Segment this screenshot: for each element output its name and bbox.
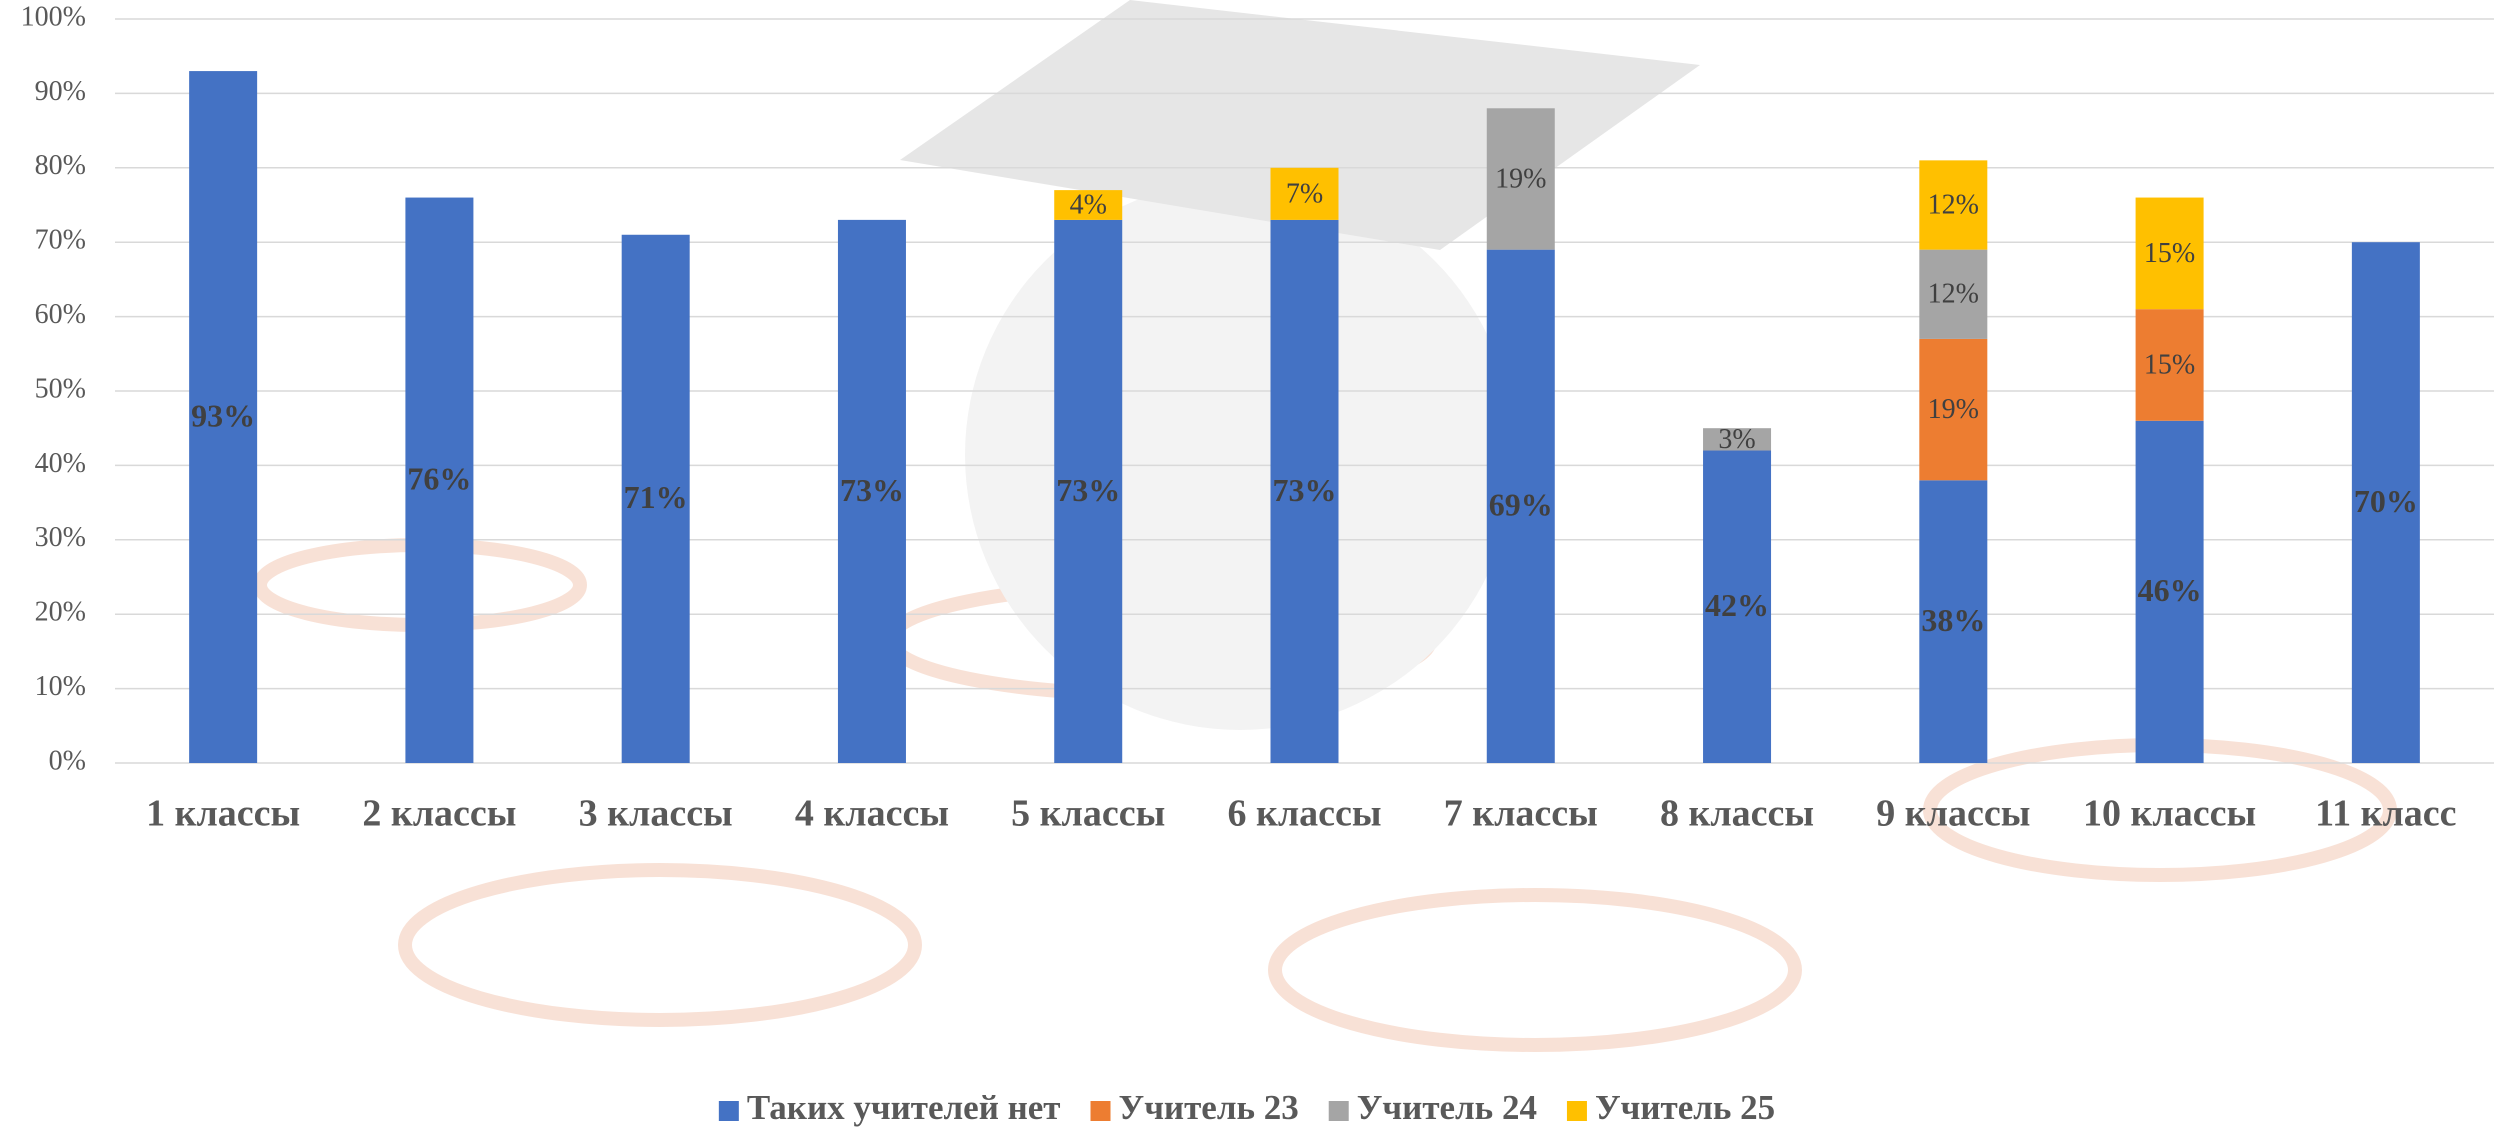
y-tick-label: 10%	[35, 671, 86, 702]
x-tick-label: 5 классы	[1011, 793, 1165, 835]
legend-swatch	[1329, 1101, 1349, 1121]
legend-label: Учитель 23	[1119, 1088, 1299, 1127]
data-label: 12%	[1928, 189, 1979, 220]
legend-swatch	[1091, 1101, 1111, 1121]
data-label: 19%	[1928, 394, 1979, 425]
y-tick-label: 80%	[35, 150, 86, 181]
x-tick-label: 9 классы	[1876, 793, 2030, 835]
y-tick-label: 100%	[21, 1, 86, 32]
data-label: 3%	[1718, 424, 1755, 455]
background-globe	[965, 180, 1515, 730]
y-tick-label: 70%	[35, 225, 86, 256]
y-tick-label: 40%	[35, 448, 86, 479]
legend-swatch	[719, 1101, 739, 1121]
legend: Таких учителей нет Учитель 23 Учитель 24 Уч…	[719, 1088, 1775, 1127]
data-label: 73%	[1056, 472, 1120, 508]
data-label: 15%	[2144, 238, 2195, 269]
data-label: 7%	[1286, 178, 1323, 209]
x-tick-label: 3 классы	[579, 793, 733, 835]
data-label: 93%	[191, 397, 255, 433]
data-label: 12%	[1928, 279, 1979, 310]
y-tick-label: 50%	[35, 373, 86, 404]
y-tick-label: 90%	[35, 76, 86, 107]
x-tick-label: 1 классы	[146, 793, 300, 835]
legend-label: Таких учителей нет	[747, 1088, 1061, 1127]
x-tick-label: 6 классы	[1227, 793, 1381, 835]
data-label: 38%	[1921, 602, 1985, 638]
x-tick-label: 4 классы	[795, 793, 949, 835]
y-tick-label: 0%	[49, 745, 86, 776]
data-label: 73%	[1273, 472, 1337, 508]
data-label: 70%	[2354, 483, 2418, 519]
x-tick-label: 8 классы	[1660, 793, 1814, 835]
data-label: 19%	[1495, 163, 1546, 194]
chart: 0% 10% 20% 30% 40% 50% 60% 70% 80% 90% 100% 1 класс…	[0, 0, 2494, 1132]
data-label: 69%	[1489, 487, 1553, 523]
legend-label: Учитель 24	[1357, 1088, 1537, 1127]
data-label: 73%	[840, 472, 904, 508]
data-label: 4%	[1070, 189, 1107, 220]
y-tick-label: 20%	[35, 597, 86, 628]
legend-label: Учитель 25	[1595, 1088, 1775, 1127]
y-tick-label: 60%	[35, 299, 86, 330]
x-tick-label: 11 класс	[2315, 793, 2456, 835]
data-label: 76%	[407, 461, 471, 497]
data-label: 46%	[2138, 572, 2202, 608]
data-label: 42%	[1705, 587, 1769, 623]
x-tick-label: 10 классы	[2083, 793, 2256, 835]
data-label: 15%	[2144, 349, 2195, 380]
data-label: 71%	[624, 479, 688, 515]
x-tick-label: 2 классы	[362, 793, 516, 835]
x-tick-label: 7 классы	[1444, 793, 1598, 835]
legend-swatch	[1567, 1101, 1587, 1121]
y-tick-label: 30%	[35, 522, 86, 553]
